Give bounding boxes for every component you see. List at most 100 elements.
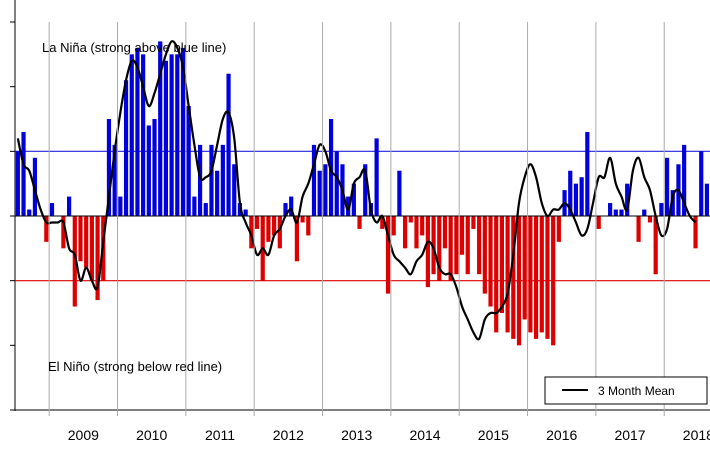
monthly-bar bbox=[505, 216, 510, 333]
monthly-bar bbox=[385, 216, 391, 294]
monthly-bar bbox=[112, 144, 117, 216]
monthly-bar bbox=[403, 216, 408, 249]
monthly-bar bbox=[477, 216, 482, 275]
monthly-bar bbox=[243, 209, 248, 216]
monthly-bar bbox=[220, 144, 225, 216]
monthly-bar bbox=[664, 157, 670, 216]
monthly-bar bbox=[545, 216, 550, 339]
monthly-bar bbox=[363, 164, 368, 216]
legend-label: 3 Month Mean bbox=[598, 384, 675, 398]
monthly-bar bbox=[522, 216, 527, 320]
legend: 3 Month Mean bbox=[544, 376, 708, 405]
monthly-bar bbox=[448, 216, 453, 281]
x-tick-label: 2017 bbox=[614, 427, 645, 443]
three-month-mean-line bbox=[16, 40, 697, 341]
la-nina-annotation: La Niña (strong above blue line) bbox=[42, 40, 226, 55]
monthly-bar bbox=[693, 216, 698, 249]
monthly-bar bbox=[494, 216, 499, 333]
monthly-bar bbox=[152, 119, 157, 216]
monthly-bar bbox=[608, 203, 613, 216]
monthly-bar bbox=[556, 216, 561, 242]
monthly-bar bbox=[454, 216, 459, 275]
monthly-bar bbox=[647, 216, 653, 223]
monthly-bar bbox=[215, 170, 220, 216]
plot-frame bbox=[14, 0, 710, 411]
monthly-bar bbox=[311, 144, 317, 216]
monthly-bar bbox=[380, 216, 385, 229]
monthly-bar bbox=[431, 216, 436, 275]
monthly-bar bbox=[21, 131, 26, 216]
monthly-bar bbox=[596, 216, 601, 229]
x-tick-label: 2016 bbox=[546, 427, 577, 443]
monthly-bar bbox=[533, 216, 539, 339]
monthly-bar bbox=[585, 131, 590, 216]
monthly-bar bbox=[123, 80, 129, 216]
monthly-bar bbox=[163, 60, 169, 216]
monthly-bar bbox=[141, 54, 146, 217]
monthly-bar bbox=[636, 216, 641, 242]
monthly-bar bbox=[49, 203, 55, 216]
monthly-bar bbox=[197, 144, 203, 216]
monthly-bar bbox=[619, 209, 624, 216]
monthly-bar bbox=[226, 73, 231, 216]
monthly-bar bbox=[334, 151, 339, 216]
monthly-bar bbox=[135, 47, 140, 216]
monthly-bar bbox=[175, 54, 180, 217]
monthly-bar bbox=[306, 216, 311, 236]
monthly-bars bbox=[15, 41, 710, 346]
monthly-bar bbox=[528, 216, 533, 333]
monthly-bar bbox=[61, 216, 66, 249]
monthly-bar bbox=[323, 164, 328, 216]
monthly-bar bbox=[551, 216, 556, 346]
monthly-bar bbox=[499, 216, 505, 313]
monthly-bar bbox=[106, 119, 112, 216]
monthly-bar bbox=[420, 216, 425, 236]
monthly-bar bbox=[471, 216, 476, 229]
monthly-bar bbox=[670, 190, 675, 216]
monthly-bar bbox=[95, 216, 100, 301]
monthly-bar bbox=[459, 216, 465, 255]
monthly-bar bbox=[203, 203, 208, 216]
monthly-bar bbox=[180, 47, 186, 216]
monthly-bar bbox=[186, 106, 191, 216]
monthly-bar bbox=[465, 216, 470, 275]
monthly-bar bbox=[425, 216, 430, 288]
x-axis-ticks: 2009 2010 2011 2012 2013 2014 2015 2016 2017 2018 bbox=[48, 22, 710, 443]
three-month-mean-series bbox=[16, 40, 697, 341]
el-nino-annotation: El Niño (strong below red line) bbox=[48, 359, 222, 374]
x-tick-label: 2014 bbox=[409, 427, 440, 443]
x-tick-label: 2009 bbox=[68, 427, 99, 443]
monthly-bar bbox=[129, 54, 134, 217]
monthly-bar bbox=[283, 203, 288, 216]
monthly-bar bbox=[44, 216, 49, 242]
monthly-bar bbox=[397, 170, 402, 216]
monthly-bar bbox=[317, 170, 322, 216]
monthly-bar bbox=[27, 209, 32, 216]
x-tick-label: 2018 bbox=[683, 427, 710, 443]
monthly-bar bbox=[158, 41, 163, 217]
monthly-bar bbox=[67, 196, 72, 216]
monthly-bar bbox=[84, 216, 89, 268]
monthly-bar bbox=[374, 138, 379, 216]
monthly-bar bbox=[437, 216, 442, 281]
monthly-bar bbox=[613, 209, 618, 216]
x-tick-label: 2011 bbox=[205, 427, 235, 443]
monthly-bar bbox=[169, 54, 174, 217]
monthly-bar bbox=[277, 216, 282, 249]
x-tick-label: 2012 bbox=[273, 427, 304, 443]
monthly-bar bbox=[539, 216, 544, 333]
monthly-bar bbox=[573, 183, 579, 216]
monthly-bar bbox=[192, 196, 197, 216]
monthly-bar bbox=[699, 151, 704, 216]
monthly-bar bbox=[254, 216, 260, 229]
monthly-bar bbox=[89, 216, 94, 281]
monthly-bar bbox=[625, 183, 630, 216]
monthly-bar bbox=[682, 144, 687, 216]
monthly-bar bbox=[442, 216, 448, 249]
monthly-bar bbox=[704, 183, 710, 216]
monthly-bar bbox=[408, 216, 413, 223]
monthly-bar bbox=[266, 216, 271, 242]
monthly-bar bbox=[118, 196, 123, 216]
monthly-bar bbox=[351, 183, 356, 216]
